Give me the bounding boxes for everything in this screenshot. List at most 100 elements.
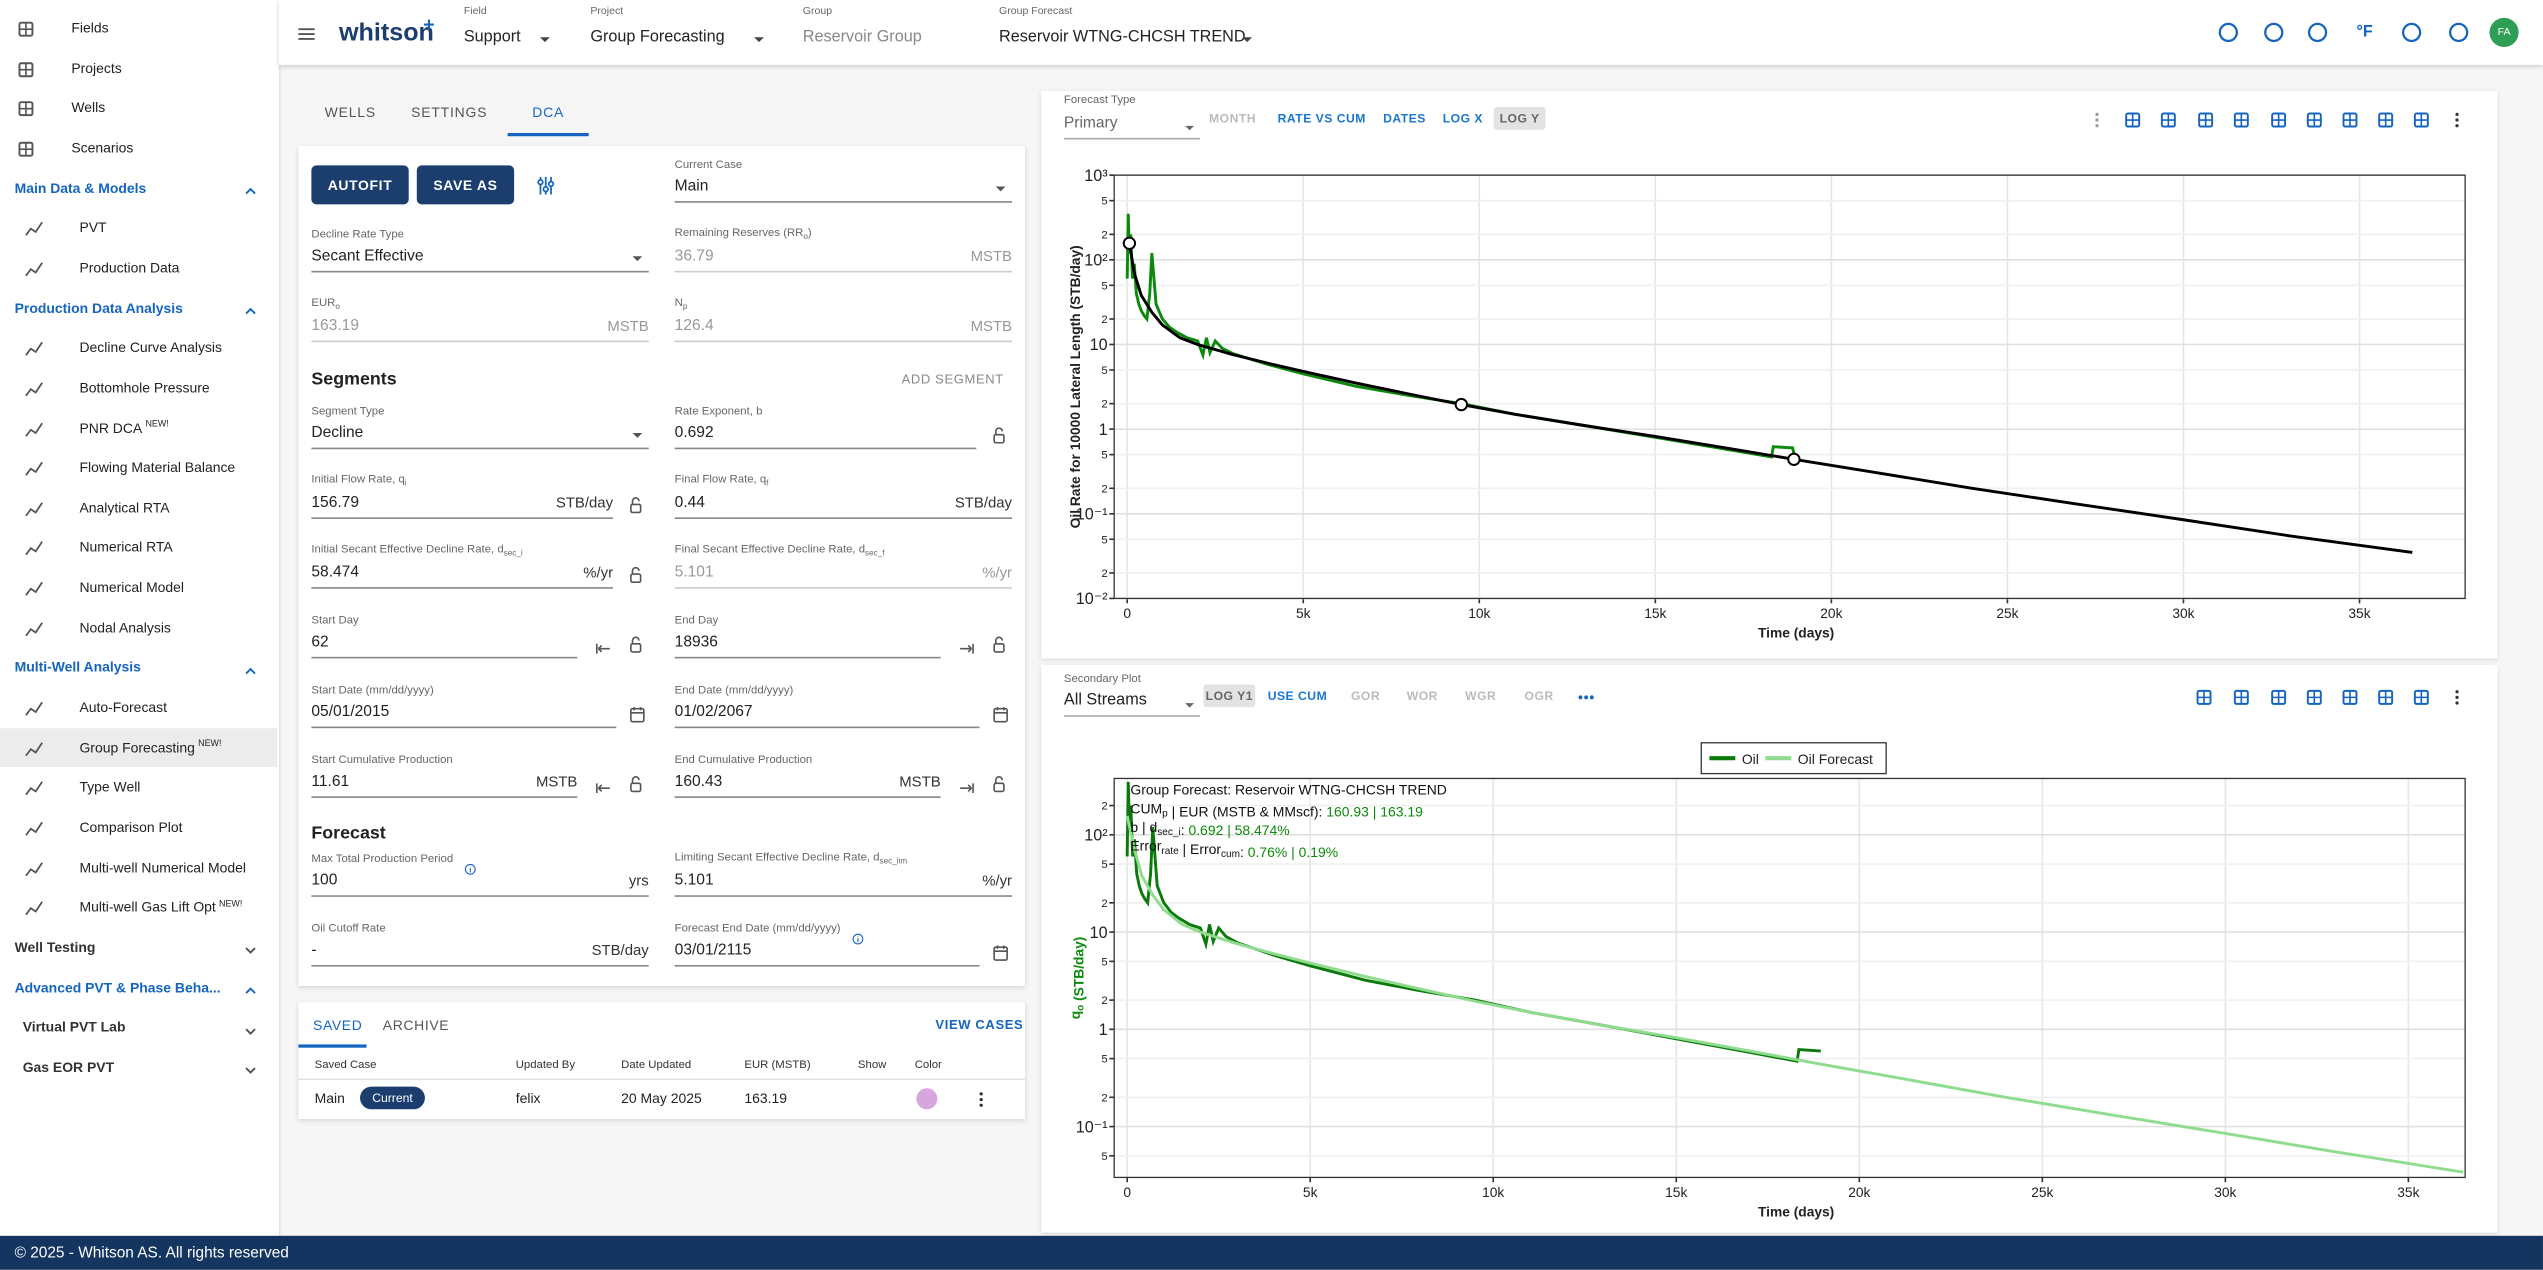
icon-kebab[interactable] xyxy=(2087,109,2106,128)
icon-box[interactable] xyxy=(2123,109,2142,128)
toggle[interactable]: LOG Y1 xyxy=(1205,688,1253,704)
sidebar-section[interactable]: Multi-Well Analysis xyxy=(14,659,141,676)
sidebar-section[interactable]: Main Data & Models xyxy=(14,179,147,196)
icon-caret[interactable] xyxy=(628,247,647,266)
view-cases[interactable]: VIEW CASES xyxy=(935,1017,1024,1033)
icon-box[interactable] xyxy=(2196,109,2215,128)
icon-down[interactable] xyxy=(241,1058,259,1076)
icon-box[interactable] xyxy=(2232,109,2251,128)
sidebar-section[interactable]: Gas EOR PVT xyxy=(22,1058,115,1076)
saved-tab[interactable]: SAVED xyxy=(313,1016,363,1034)
field-value[interactable]: 05/01/2015 xyxy=(311,703,390,721)
sidebar-item[interactable]: Projects xyxy=(71,59,121,75)
icon-caret[interactable] xyxy=(1237,28,1256,47)
field-value[interactable]: 11.61 xyxy=(311,772,350,791)
sidebar-item[interactable]: Multi-well Gas Lift Opt NEW! xyxy=(79,899,242,915)
icon-lock[interactable] xyxy=(626,633,645,653)
sidebar-item[interactable]: Flowing Material Balance xyxy=(79,459,235,475)
selector-value[interactable]: Support xyxy=(463,28,521,47)
icon-arrowout[interactable] xyxy=(957,777,976,796)
sidebar-section[interactable]: Well Testing xyxy=(14,938,96,956)
icon-box[interactable] xyxy=(2232,686,2251,705)
sidebar-item[interactable]: Nodal Analysis xyxy=(79,619,170,635)
avatar[interactable] xyxy=(2489,17,2519,48)
selector-value[interactable]: Group Forecasting xyxy=(590,28,725,47)
field-value[interactable]: 03/01/2115 xyxy=(674,941,752,960)
tab[interactable]: DCA xyxy=(532,103,565,121)
sidebar-item[interactable]: Auto-Forecast xyxy=(79,699,167,715)
sidebar-item[interactable]: PVT xyxy=(79,219,106,235)
icon-circle[interactable] xyxy=(2447,21,2470,44)
control-value[interactable]: Primary xyxy=(1063,114,1118,133)
field-value[interactable]: 58.474 xyxy=(311,563,359,582)
saved-tab[interactable]: ARCHIVE xyxy=(382,1016,450,1034)
button[interactable] xyxy=(311,165,409,205)
sidebar-item[interactable]: Fields xyxy=(71,19,108,35)
icon-box[interactable] xyxy=(2159,109,2178,128)
unit-toggle[interactable]: °F xyxy=(2356,23,2373,42)
icon-down[interactable] xyxy=(241,1018,259,1036)
icon-circle[interactable] xyxy=(2262,21,2285,44)
field-value[interactable]: 01/02/2067 xyxy=(674,703,753,721)
button[interactable] xyxy=(416,165,515,205)
field-value[interactable]: 0.692 xyxy=(674,424,714,442)
icon-lock[interactable] xyxy=(989,633,1008,653)
icon-down[interactable] xyxy=(241,938,259,956)
field-value[interactable]: 0.44 xyxy=(674,493,705,512)
icon-lock[interactable] xyxy=(626,563,645,584)
sidebar-item[interactable]: Bottomhole Pressure xyxy=(79,379,209,395)
icon-arrowin[interactable] xyxy=(594,777,613,796)
icon-lock[interactable] xyxy=(626,772,645,793)
toggle[interactable]: DATES xyxy=(1383,111,1426,126)
sidebar-item[interactable]: Multi-well Numerical Model xyxy=(79,859,246,875)
icon-caret[interactable] xyxy=(1180,114,1198,132)
icon-box[interactable] xyxy=(2340,109,2359,128)
icon-arrowout[interactable] xyxy=(957,637,976,656)
icon-menu[interactable] xyxy=(297,23,316,42)
field-value[interactable]: 100 xyxy=(311,871,338,890)
icon-up[interactable] xyxy=(241,298,259,316)
icon-cal[interactable] xyxy=(628,702,647,723)
icon-box[interactable] xyxy=(2376,686,2395,705)
icon-box[interactable] xyxy=(2340,686,2359,705)
icon-lock[interactable] xyxy=(626,493,645,514)
sidebar-item[interactable]: Numerical RTA xyxy=(79,539,172,555)
sidebar-section[interactable]: Production Data Analysis xyxy=(14,299,183,316)
field-value[interactable]: Decline xyxy=(311,424,364,442)
icon-tune[interactable] xyxy=(534,174,555,195)
icon-circle[interactable] xyxy=(2306,21,2329,44)
sidebar-item[interactable]: Comparison Plot xyxy=(79,819,182,835)
sidebar-section[interactable]: Virtual PVT Lab xyxy=(22,1018,126,1036)
icon-box[interactable] xyxy=(2305,686,2324,705)
sidebar-item[interactable]: Analytical RTA xyxy=(79,499,169,515)
field-value[interactable]: 5.101 xyxy=(674,871,714,890)
icon-info[interactable] xyxy=(851,924,864,945)
icon-dots[interactable] xyxy=(1576,686,1595,705)
sidebar-item[interactable]: PNR DCA NEW! xyxy=(79,419,168,435)
field-value[interactable]: 18936 xyxy=(674,633,718,652)
sidebar-item[interactable]: Scenarios xyxy=(71,139,133,155)
icon-up[interactable] xyxy=(241,658,259,676)
sidebar-item[interactable]: Type Well xyxy=(79,779,140,795)
tab[interactable]: SETTINGS xyxy=(411,103,488,121)
icon-up[interactable] xyxy=(241,978,259,996)
icon-caret[interactable] xyxy=(628,423,647,442)
icon-lock[interactable] xyxy=(989,772,1008,793)
icon-circle[interactable] xyxy=(2217,21,2240,44)
field-value[interactable]: 62 xyxy=(311,633,329,652)
field-value[interactable]: Main xyxy=(674,177,709,196)
icon-box[interactable] xyxy=(2194,686,2213,705)
field-value[interactable]: - xyxy=(311,941,317,960)
icon-box[interactable] xyxy=(2305,109,2324,128)
icon-info[interactable] xyxy=(464,855,477,875)
tab[interactable]: WELLS xyxy=(324,103,376,121)
icon-arrowin[interactable] xyxy=(594,637,613,656)
sidebar-item[interactable]: Decline Curve Analysis xyxy=(79,339,222,355)
toggle[interactable]: LOG X xyxy=(1442,111,1484,126)
case-color[interactable] xyxy=(916,1087,938,1109)
field-value[interactable]: 160.43 xyxy=(674,772,723,791)
icon-box[interactable] xyxy=(2412,686,2431,705)
icon-box[interactable] xyxy=(2269,686,2288,705)
icon-kebab[interactable] xyxy=(2447,686,2466,705)
add-segment[interactable]: ADD SEGMENT xyxy=(901,372,1004,387)
